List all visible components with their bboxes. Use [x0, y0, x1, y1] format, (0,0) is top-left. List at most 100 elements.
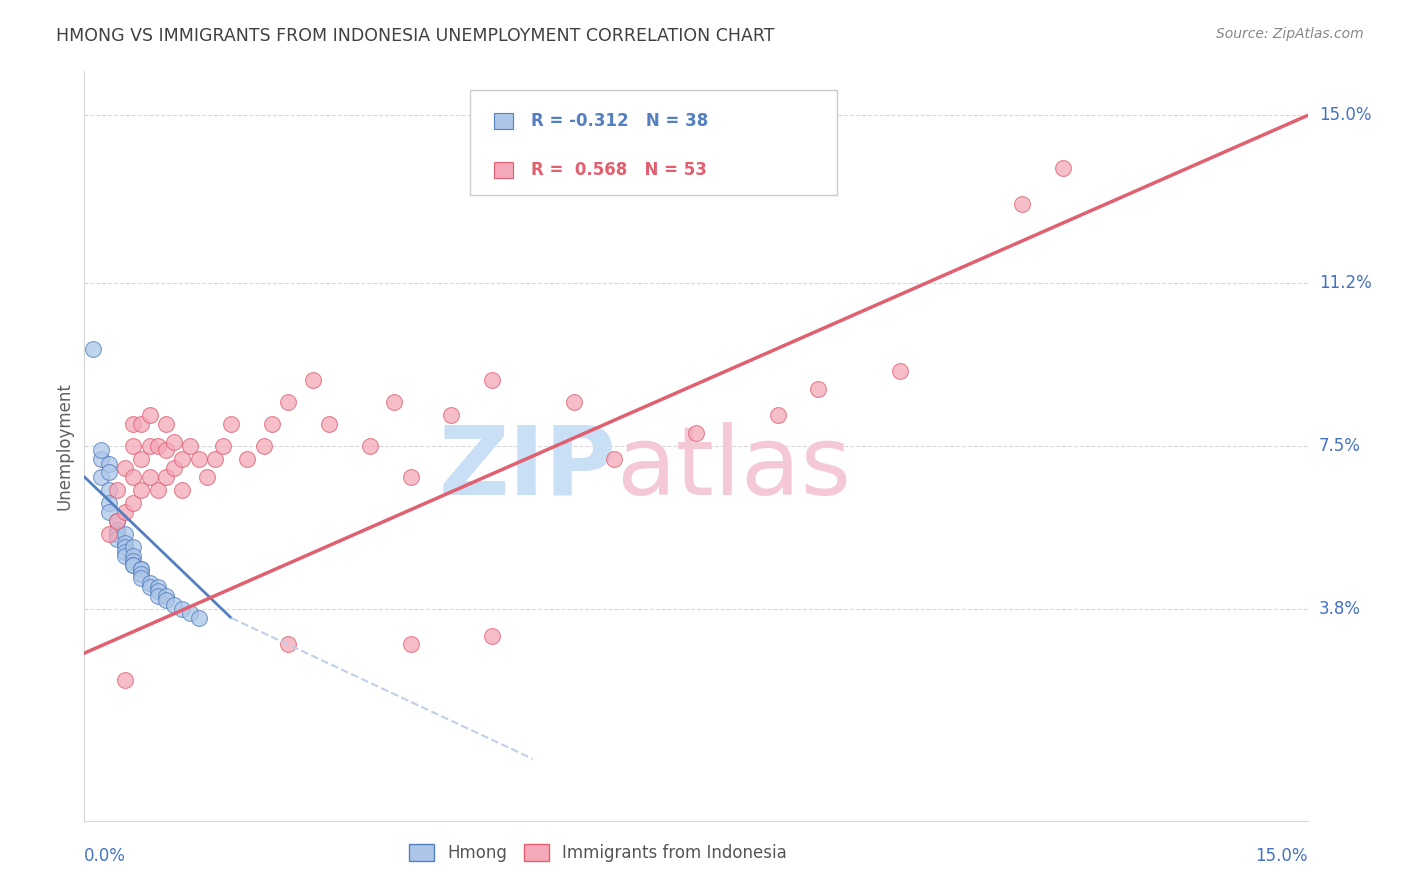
Point	[399, 470, 422, 484]
Point	[122, 553, 145, 567]
Point	[260, 417, 283, 431]
Text: 0.0%: 0.0%	[84, 847, 127, 865]
Point	[105, 527, 128, 541]
Point	[179, 439, 201, 453]
Point	[114, 541, 136, 555]
Point	[1011, 196, 1033, 211]
Point	[187, 452, 209, 467]
Point	[155, 593, 177, 607]
Point	[481, 373, 503, 387]
Point	[146, 580, 169, 594]
Point	[172, 483, 194, 497]
Point	[131, 571, 153, 585]
Point	[97, 496, 120, 510]
Point	[138, 408, 160, 422]
Point	[318, 417, 340, 431]
Point	[122, 470, 145, 484]
Point	[301, 373, 323, 387]
Point	[122, 417, 145, 431]
Point	[105, 532, 128, 546]
Point	[90, 470, 112, 484]
Point	[382, 395, 405, 409]
Point	[440, 408, 463, 422]
Point	[122, 558, 145, 572]
Point	[155, 589, 177, 603]
Point	[603, 452, 626, 467]
Point	[105, 514, 128, 528]
Point	[163, 434, 186, 449]
Point	[481, 628, 503, 642]
Point	[114, 549, 136, 564]
Point	[146, 589, 169, 603]
Point	[163, 461, 186, 475]
Point	[114, 545, 136, 559]
FancyBboxPatch shape	[470, 90, 837, 195]
Point	[766, 408, 789, 422]
Point	[399, 637, 422, 651]
Point	[105, 523, 128, 537]
Point	[97, 466, 120, 480]
Point	[179, 607, 201, 621]
Text: 15.0%: 15.0%	[1319, 106, 1371, 125]
Point	[131, 417, 153, 431]
Point	[172, 602, 194, 616]
Point	[146, 483, 169, 497]
Point	[131, 562, 153, 576]
Point	[146, 584, 169, 599]
Point	[82, 342, 104, 356]
Point	[685, 425, 707, 440]
Point	[114, 461, 136, 475]
Point	[163, 598, 186, 612]
Point	[114, 673, 136, 687]
Point	[138, 575, 160, 590]
Point	[807, 382, 830, 396]
Y-axis label: Unemployment: Unemployment	[55, 382, 73, 510]
Point	[155, 470, 177, 484]
Point	[195, 470, 218, 484]
Text: 11.2%: 11.2%	[1319, 274, 1371, 292]
Text: R =  0.568   N = 53: R = 0.568 N = 53	[531, 161, 707, 178]
Point	[138, 580, 160, 594]
Point	[90, 443, 112, 458]
Point	[105, 483, 128, 497]
Point	[97, 527, 120, 541]
Point	[138, 470, 160, 484]
Text: 7.5%: 7.5%	[1319, 437, 1361, 455]
Point	[277, 637, 299, 651]
Point	[131, 562, 153, 576]
Point	[1052, 161, 1074, 176]
Point	[219, 417, 242, 431]
Text: R = -0.312   N = 38: R = -0.312 N = 38	[531, 112, 709, 130]
Text: atlas: atlas	[616, 422, 852, 515]
Point	[359, 439, 381, 453]
Point	[114, 505, 136, 519]
Point	[97, 505, 120, 519]
Point	[97, 483, 120, 497]
Point	[889, 364, 911, 378]
Point	[97, 457, 120, 471]
Point	[146, 439, 169, 453]
Point	[204, 452, 226, 467]
Point	[155, 417, 177, 431]
Point	[122, 549, 145, 564]
Point	[212, 439, 235, 453]
Point	[131, 452, 153, 467]
Point	[122, 439, 145, 453]
Point	[187, 611, 209, 625]
Point	[122, 541, 145, 555]
Point	[114, 536, 136, 550]
Point	[114, 527, 136, 541]
Point	[172, 452, 194, 467]
Point	[122, 496, 145, 510]
Point	[253, 439, 276, 453]
Text: HMONG VS IMMIGRANTS FROM INDONESIA UNEMPLOYMENT CORRELATION CHART: HMONG VS IMMIGRANTS FROM INDONESIA UNEMP…	[56, 27, 775, 45]
Point	[138, 439, 160, 453]
Point	[562, 395, 585, 409]
Point	[131, 566, 153, 581]
Text: Source: ZipAtlas.com: Source: ZipAtlas.com	[1216, 27, 1364, 41]
Point	[277, 395, 299, 409]
Text: ZIP: ZIP	[439, 422, 616, 515]
Legend: Hmong, Immigrants from Indonesia: Hmong, Immigrants from Indonesia	[402, 837, 794, 869]
Point	[155, 443, 177, 458]
Point	[236, 452, 259, 467]
